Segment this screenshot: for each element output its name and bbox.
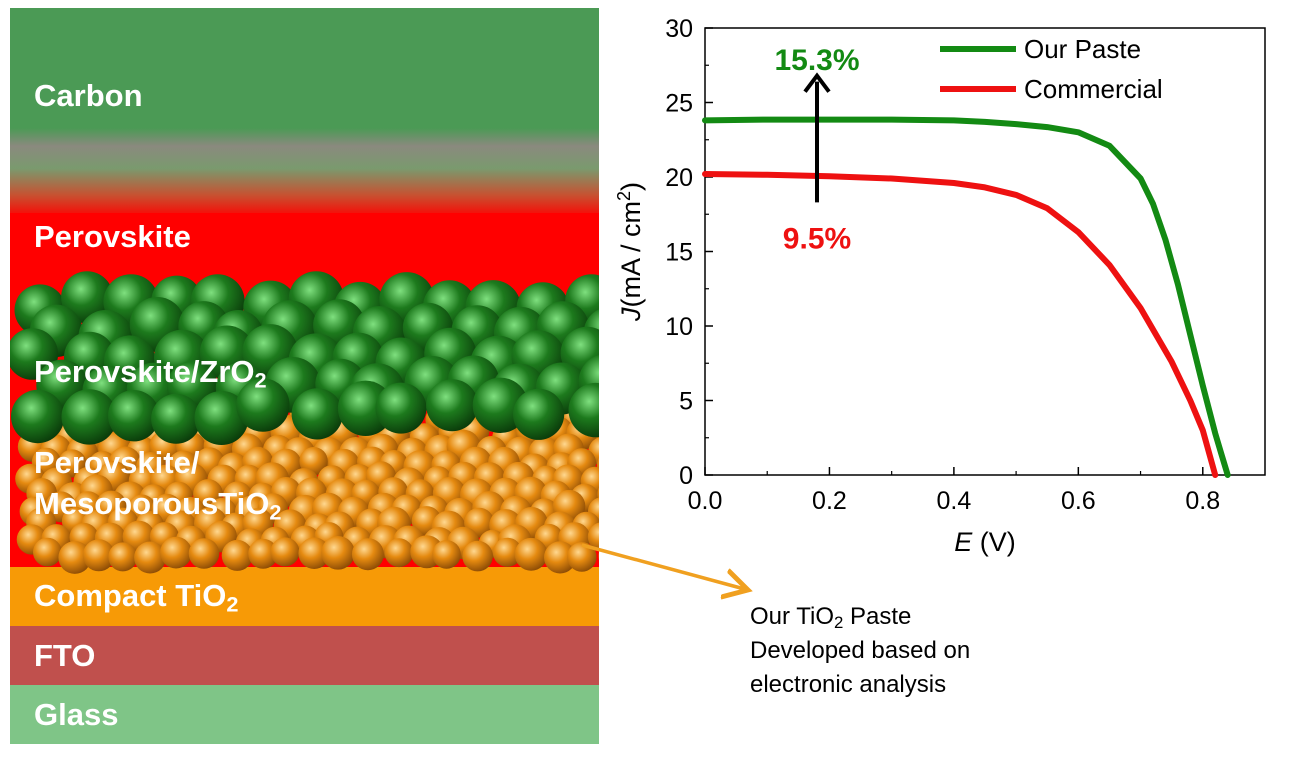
zro2-sphere: [151, 393, 202, 444]
legend-label: Our Paste: [1024, 34, 1141, 64]
x-tick-label: 0.6: [1061, 487, 1096, 515]
tio2-sphere: [384, 538, 414, 568]
tio2-sphere: [351, 538, 384, 571]
fto-layer: [10, 626, 599, 685]
tio2-sphere: [134, 541, 167, 574]
tio2-sphere: [514, 537, 548, 571]
tio2-sphere: [598, 552, 599, 561]
carbon-layer: [10, 8, 599, 132]
y-axis-label: J(mA / cm2): [614, 182, 646, 322]
carbon-label: Carbon: [34, 78, 143, 113]
tio2-sphere: [587, 522, 599, 551]
tio2-sphere: [248, 538, 278, 569]
y-tick-label: 25: [665, 90, 693, 118]
tio2-paste-callout: Our TiO2 Paste Developed based on electr…: [750, 600, 970, 702]
y-tick-label: 20: [665, 164, 693, 192]
y-tick-label: 15: [665, 239, 693, 267]
efficiency-label-our-paste: 15.3%: [774, 44, 859, 77]
tio2-sphere: [160, 536, 192, 569]
zro2-sphere: [61, 271, 114, 324]
tio2-sphere: [321, 536, 355, 570]
tio2-sphere: [432, 540, 461, 569]
y-tick-label: 5: [679, 388, 693, 416]
glass-label: Glass: [34, 697, 119, 732]
efficiency-label-commercial: 9.5%: [783, 223, 851, 256]
callout-line1: Our TiO2 Paste: [750, 603, 912, 633]
series-line-our-paste: [702, 116, 1231, 478]
x-tick-label: 0.2: [812, 487, 847, 515]
carbon-perovskite-gradient: [10, 128, 599, 218]
tio2-sphere: [188, 538, 220, 569]
tio2-sphere: [33, 537, 62, 567]
legend: Our Paste Commercial: [940, 34, 1163, 104]
zro2-sphere: [426, 379, 479, 432]
perovskite-mesoporous-label-line1: Perovskite/: [34, 445, 200, 480]
zro2-sphere: [513, 388, 565, 440]
annotations: 15.3% 9.5%: [774, 44, 859, 256]
compact-tio2-label: Compact TiO2: [34, 578, 239, 617]
tio2-sphere: [299, 447, 328, 476]
zro2-sphere: [568, 382, 599, 438]
tio2-sphere: [298, 537, 331, 569]
zro2-sphere: [108, 390, 160, 442]
tio2-sphere: [108, 542, 138, 572]
y-tick-label: 30: [665, 15, 693, 43]
zro2-sphere: [11, 389, 65, 444]
zro2-sphere: [61, 389, 117, 445]
device-stack-diagram: Carbon Perovskite Perovskite/ZrO2 Perovs…: [10, 8, 599, 744]
compact-tio2-layer: [10, 567, 599, 626]
perovskite-mesoporous-label-line2: MesoporousTiO2: [34, 486, 282, 525]
tio2-sphere: [270, 537, 300, 567]
zro2-sphere: [291, 388, 343, 440]
perovskite-zro2-label: Perovskite/ZrO2: [34, 354, 267, 393]
x-tick-label: 0.4: [937, 487, 972, 515]
y-tick-labels: 0 5 10 15 20 25 30: [665, 15, 693, 490]
tio2-sphere: [82, 539, 115, 572]
nanoparticle-spheres: [10, 271, 599, 574]
zro2-sphere: [194, 391, 249, 445]
improvement-arrow-head: [803, 72, 831, 93]
x-axis-label: E (V): [954, 527, 1016, 557]
fto-label: FTO: [34, 638, 96, 673]
legend-label: Commercial: [1024, 74, 1163, 104]
callout-arrow: [581, 543, 748, 590]
callout-line2: Developed based on: [750, 637, 971, 664]
tio2-sphere: [544, 541, 577, 574]
glass-layer: [10, 685, 599, 744]
x-tick-labels: 0.0 0.2 0.4 0.6 0.8: [688, 487, 1221, 515]
x-tick-label: 0.0: [688, 487, 723, 515]
y-tick-label: 10: [665, 313, 693, 341]
y-tick-label: 0: [679, 462, 693, 490]
tio2-sphere: [221, 539, 253, 571]
tio2-sphere: [567, 542, 597, 572]
tio2-sphere: [492, 537, 522, 567]
zro2-sphere: [236, 378, 290, 432]
series-lines: [702, 116, 1231, 478]
perovskite-label: Perovskite: [34, 219, 191, 254]
x-tick-label: 0.8: [1185, 487, 1220, 515]
zro2-sphere: [375, 382, 427, 434]
callout-line3: electronic analysis: [750, 671, 947, 698]
series-line-commercial: [702, 171, 1219, 478]
tio2-sphere: [462, 540, 493, 572]
tio2-sphere: [58, 541, 92, 574]
